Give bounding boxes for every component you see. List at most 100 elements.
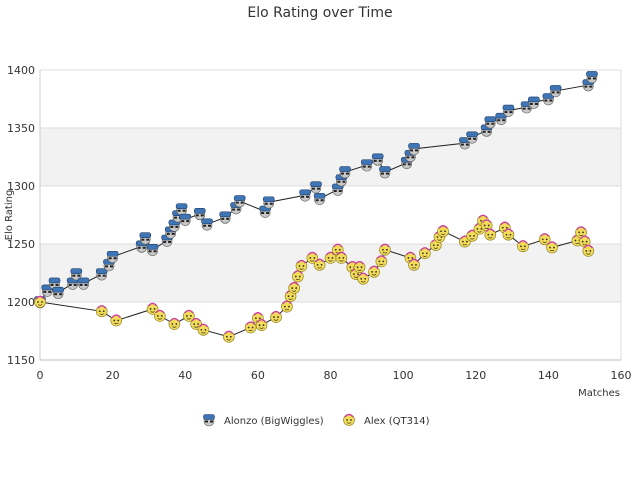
x-tick-label: 160 bbox=[611, 369, 632, 382]
legend-item-alex: Alex (QT314) bbox=[343, 413, 430, 427]
legend-icon bbox=[343, 413, 355, 426]
data-point bbox=[408, 258, 420, 271]
data-point bbox=[281, 300, 293, 313]
data-point bbox=[353, 261, 366, 274]
data-point bbox=[223, 330, 235, 343]
data-point bbox=[459, 137, 471, 150]
y-tick-label: 1150 bbox=[7, 354, 35, 367]
grid-bands bbox=[40, 128, 621, 302]
x-tick-label: 80 bbox=[324, 369, 338, 382]
data-point bbox=[419, 247, 431, 260]
data-point bbox=[313, 192, 326, 206]
data-point bbox=[408, 143, 420, 156]
grid-lines bbox=[40, 69, 621, 361]
y-tick-label: 1400 bbox=[7, 64, 35, 77]
x-tick-label: 100 bbox=[393, 369, 414, 382]
data-point bbox=[95, 305, 108, 318]
data-point bbox=[244, 321, 257, 334]
data-point bbox=[299, 189, 311, 202]
y-tick-label: 1300 bbox=[7, 180, 35, 193]
data-point bbox=[106, 250, 119, 264]
data-point bbox=[262, 196, 275, 209]
y-tick-label: 1350 bbox=[7, 122, 35, 135]
chart-title: Elo Rating over Time bbox=[247, 5, 392, 21]
data-point bbox=[546, 241, 558, 254]
data-point bbox=[578, 235, 591, 248]
data-point bbox=[437, 225, 449, 238]
data-point bbox=[357, 272, 369, 285]
x-tick-label: 20 bbox=[106, 369, 120, 382]
data-point bbox=[168, 317, 181, 330]
data-point bbox=[502, 104, 515, 117]
data-point bbox=[146, 244, 159, 257]
data-point bbox=[306, 251, 319, 264]
data-point bbox=[375, 255, 388, 268]
data-point bbox=[575, 226, 587, 239]
data-point bbox=[139, 232, 152, 245]
data-point bbox=[52, 286, 64, 300]
series-0 bbox=[34, 71, 598, 309]
data-point bbox=[582, 244, 595, 257]
grid-band bbox=[40, 128, 621, 186]
legend: Alonzo (BigWiggles) Alex (QT314) bbox=[203, 413, 430, 427]
data-point bbox=[484, 116, 497, 129]
data-point bbox=[95, 268, 108, 281]
data-point bbox=[179, 213, 192, 226]
data-point bbox=[331, 183, 344, 196]
data-point bbox=[233, 195, 246, 208]
y-axis-label: Elo Rating bbox=[4, 190, 15, 241]
data-point bbox=[542, 93, 555, 106]
data-point bbox=[361, 159, 373, 172]
data-point bbox=[549, 85, 562, 98]
x-tick-label: 140 bbox=[538, 369, 559, 382]
legend-label-alonzo: Alonzo (BigWiggles) bbox=[224, 416, 324, 427]
data-point bbox=[175, 203, 188, 216]
data-point bbox=[197, 323, 210, 336]
data-point bbox=[466, 131, 478, 144]
data-point bbox=[371, 153, 384, 166]
data-point bbox=[538, 233, 551, 246]
data-point bbox=[154, 309, 166, 322]
data-point bbox=[586, 71, 598, 84]
y-axis-ticks: 1150 1200 1250 1300 1350 1400 bbox=[7, 64, 35, 367]
y-tick-label: 1250 bbox=[7, 238, 35, 251]
data-point bbox=[502, 228, 515, 241]
data-point bbox=[110, 314, 123, 327]
data-point bbox=[379, 243, 391, 256]
data-point bbox=[484, 228, 497, 241]
data-point bbox=[310, 181, 322, 194]
x-axis-label: Matches bbox=[578, 388, 620, 399]
data-point bbox=[103, 259, 115, 272]
series-1 bbox=[34, 214, 595, 343]
data-point bbox=[295, 259, 308, 272]
legend-marker-alonzo bbox=[203, 414, 215, 427]
data-point bbox=[379, 166, 391, 179]
legend-icon bbox=[203, 414, 215, 427]
data-point bbox=[146, 302, 159, 315]
data-point bbox=[270, 310, 282, 323]
data-point bbox=[480, 219, 493, 232]
data-point bbox=[259, 205, 271, 218]
legend-label-alex: Alex (QT314) bbox=[364, 416, 430, 427]
data-point bbox=[219, 211, 231, 224]
series-layer bbox=[34, 71, 598, 343]
data-point bbox=[183, 309, 195, 322]
data-point bbox=[339, 166, 351, 179]
data-point bbox=[77, 277, 90, 290]
data-point bbox=[528, 96, 540, 109]
data-point bbox=[368, 265, 380, 278]
y-tick-label: 1200 bbox=[7, 296, 35, 309]
data-point bbox=[193, 208, 206, 221]
legend-marker-alex bbox=[343, 413, 355, 426]
data-point bbox=[34, 295, 46, 308]
data-point bbox=[288, 281, 300, 294]
x-tick-label: 120 bbox=[465, 369, 486, 382]
data-point bbox=[70, 268, 83, 281]
data-point bbox=[335, 251, 348, 264]
legend-item-alonzo: Alonzo (BigWiggles) bbox=[203, 414, 324, 427]
data-point bbox=[313, 258, 326, 271]
data-point bbox=[292, 270, 304, 283]
plot-frame bbox=[39, 70, 622, 361]
data-point bbox=[201, 218, 213, 231]
